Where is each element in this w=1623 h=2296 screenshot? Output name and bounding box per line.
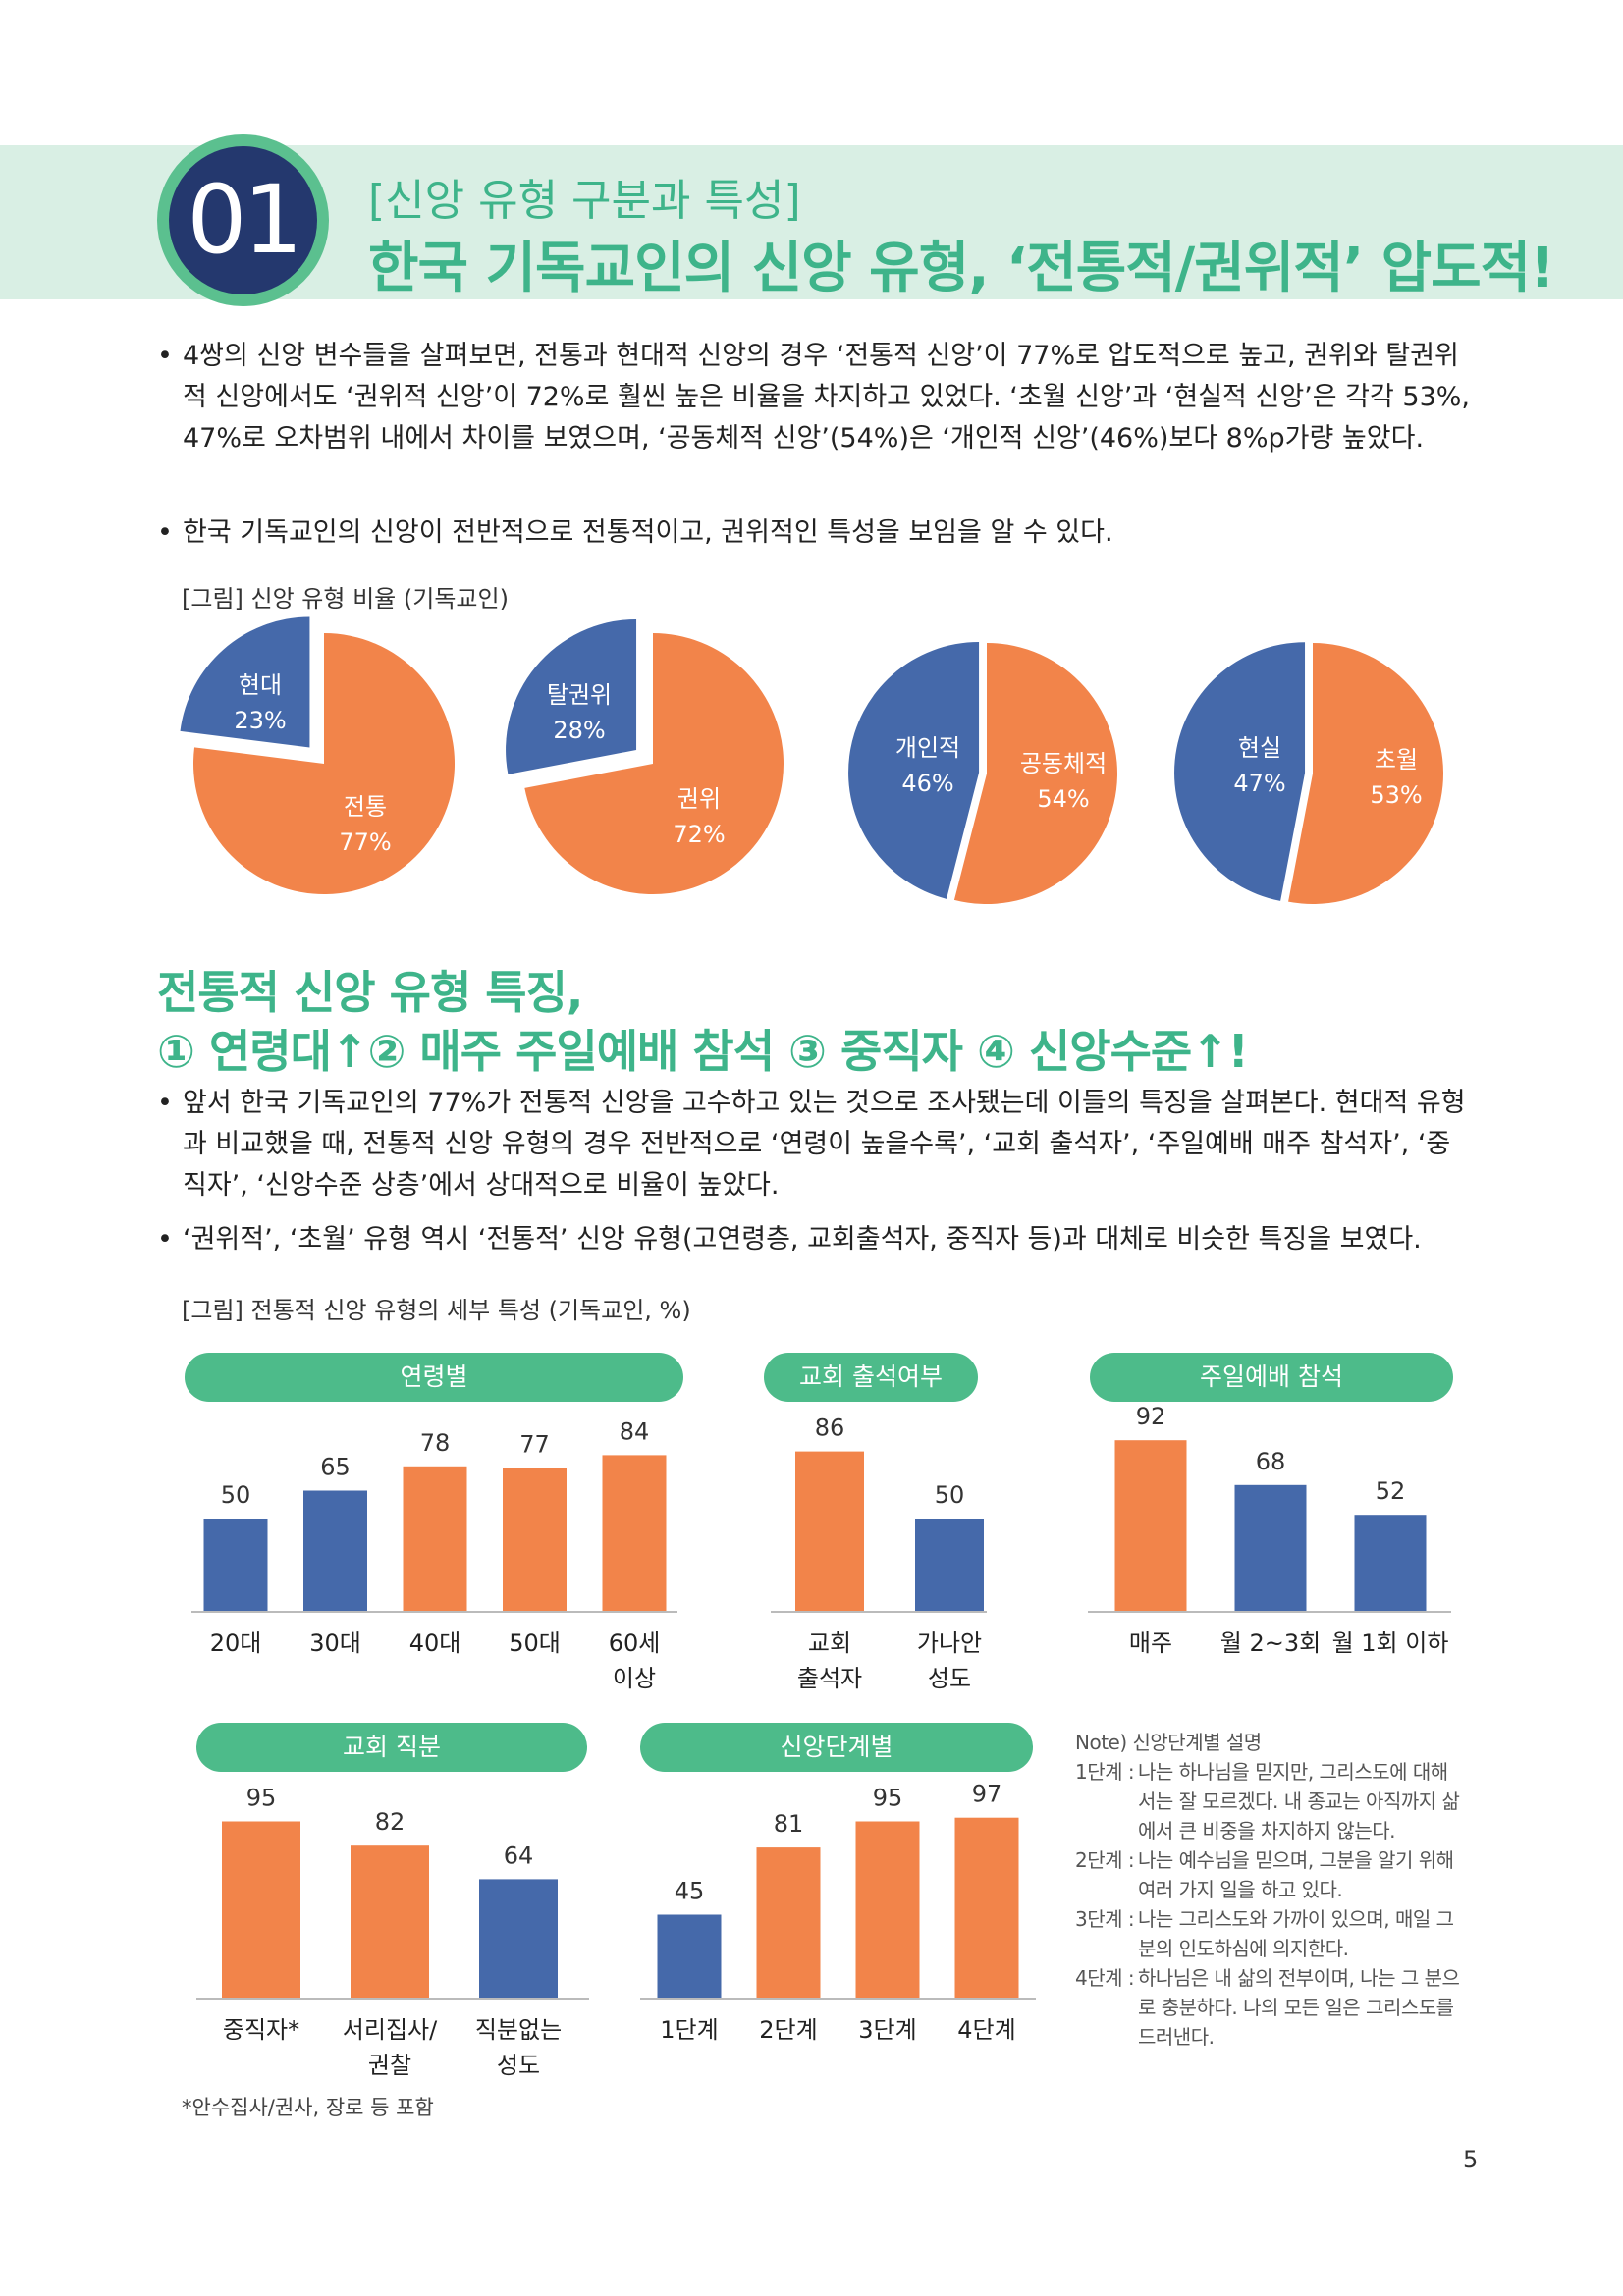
note-item-text: 나는 하나님을 믿지만, 그리스도에 대해 서는 잘 모르겠다. 내 종교는 아직…	[1138, 1757, 1459, 1845]
bar	[351, 1845, 429, 1999]
bar	[503, 1468, 567, 1612]
bar-category-label: 1단계	[660, 2016, 718, 2044]
bar-category-label: 성도	[497, 2052, 540, 2079]
bar-category-label: 60세	[609, 1629, 661, 1657]
pie-label: 현실	[1238, 734, 1281, 762]
pie-value-label: 54%	[1037, 785, 1089, 813]
note-item-label: 1단계 :	[1075, 1757, 1138, 1845]
bar-value-label: 92	[1136, 1403, 1166, 1430]
bar	[303, 1491, 367, 1613]
bar-category-label: 성도	[928, 1665, 971, 1692]
bar-category-label: 30대	[309, 1629, 361, 1657]
pie-label: 전통	[344, 793, 387, 821]
bar-value-label: 77	[519, 1431, 550, 1459]
bar	[856, 1822, 920, 2000]
pie-value-label: 77%	[339, 828, 391, 856]
bar-value-label: 50	[221, 1481, 251, 1509]
bar-value-label: 97	[972, 1781, 1002, 1808]
bar-category-label: 20대	[210, 1629, 262, 1657]
note-items: 1단계 : 나는 하나님을 믿지만, 그리스도에 대해 서는 잘 모르겠다. 내 종…	[1075, 1757, 1488, 2052]
note-item-label: 4단계 :	[1075, 1963, 1138, 2052]
note-item-text: 나는 예수님을 믿으며, 그분을 알기 위해 여러 가지 일을 하고 있다.	[1138, 1845, 1454, 1904]
bar-value-label: 95	[873, 1785, 903, 1812]
bar-value-label: 81	[774, 1810, 804, 1838]
bar	[757, 1847, 821, 1999]
bar-value-label: 86	[815, 1415, 845, 1442]
pie-value-label: 47%	[1233, 770, 1285, 797]
pie-value-label: 46%	[901, 770, 953, 797]
page-number: 5	[1463, 2146, 1478, 2173]
pie-value-label: 72%	[673, 821, 725, 848]
bar	[915, 1519, 984, 1612]
bar	[658, 1915, 722, 2000]
bar-category-label: 가나안	[917, 1629, 982, 1657]
bar	[404, 1467, 467, 1612]
bar-category-label: 2단계	[759, 2016, 817, 2044]
bar	[955, 1818, 1019, 1999]
bar-value-label: 95	[246, 1785, 277, 1812]
note-item: 4단계 : 하나님은 내 삶의 전부이며, 나는 그 분으 로 충분하다. 나의 모…	[1075, 1963, 1488, 2052]
faith-stage-note: Note) 신앙단계별 설명 1단계 : 나는 하나님을 믿지만, 그리스도에 대…	[1075, 1728, 1488, 2052]
bar	[479, 1879, 558, 1999]
bar	[1235, 1485, 1307, 1612]
bar-category-label: 매주	[1129, 1629, 1172, 1657]
note-item: 1단계 : 나는 하나님을 믿지만, 그리스도에 대해 서는 잘 모르겠다. 내 종…	[1075, 1757, 1488, 1845]
pie-slice-초월	[1288, 643, 1443, 904]
pie-value-label: 23%	[234, 707, 286, 734]
pie-label: 초월	[1375, 746, 1418, 774]
bar-category-label: 직분없는	[475, 2016, 562, 2044]
bar-category-label: 월 2~3회	[1220, 1629, 1321, 1657]
bar-category-label: 50대	[509, 1629, 561, 1657]
bar-category-label: 권찰	[368, 2052, 411, 2079]
bar-value-label: 68	[1256, 1448, 1286, 1475]
pie-value-label: 28%	[553, 717, 605, 744]
bar	[222, 1822, 300, 2000]
bar-category-label: 이상	[613, 1665, 656, 1692]
bar-value-label: 45	[675, 1878, 705, 1905]
note-item-label: 3단계 :	[1075, 1904, 1138, 1963]
note-item-text: 하나님은 내 삶의 전부이며, 나는 그 분으 로 충분하다. 나의 모든 일은 …	[1138, 1963, 1459, 2052]
bar	[603, 1455, 667, 1612]
pie-value-label: 53%	[1370, 781, 1422, 809]
bar-value-label: 64	[504, 1842, 534, 1869]
bar-category-label: 교회	[808, 1629, 851, 1657]
pie-label: 개인적	[895, 734, 960, 762]
bar-category-label: 중직자*	[223, 2016, 299, 2044]
pie-label: 탈권위	[547, 681, 612, 709]
bar-value-label: 50	[935, 1481, 965, 1509]
note-item-label: 2단계 :	[1075, 1845, 1138, 1904]
bar-value-label: 84	[620, 1417, 650, 1445]
bar	[204, 1519, 268, 1612]
note-item: 3단계 : 나는 그리스도와 가까이 있으며, 매일 그 분의 인도하심에 의지한다…	[1075, 1904, 1488, 1963]
pie-label: 현대	[239, 671, 282, 699]
bar-value-label: 65	[320, 1454, 351, 1481]
pie-label: 권위	[677, 785, 721, 813]
bar-category-label: 3단계	[858, 2016, 916, 2044]
note-title: Note) 신앙단계별 설명	[1075, 1728, 1488, 1757]
bar-value-label: 78	[420, 1429, 451, 1457]
bar-category-label: 서리집사/	[343, 2016, 438, 2044]
bar-category-label: 4단계	[957, 2016, 1015, 2044]
bar	[795, 1452, 864, 1612]
bar-category-label: 40대	[409, 1629, 461, 1657]
note-item: 2단계 : 나는 예수님을 믿으며, 그분을 알기 위해 여러 가지 일을 하고 있…	[1075, 1845, 1488, 1904]
bar	[1355, 1515, 1427, 1612]
footnote: *안수집사/권사, 장로 등 포함	[182, 2092, 434, 2121]
bar-category-label: 출석자	[797, 1665, 862, 1692]
note-item-text: 나는 그리스도와 가까이 있으며, 매일 그 분의 인도하심에 의지한다.	[1138, 1904, 1454, 1963]
bar-category-label: 월 1회 이하	[1332, 1629, 1449, 1657]
pie-label: 공동체적	[1020, 750, 1107, 777]
bar-value-label: 82	[375, 1808, 406, 1836]
bar	[1115, 1440, 1187, 1612]
bar-value-label: 52	[1376, 1477, 1406, 1505]
